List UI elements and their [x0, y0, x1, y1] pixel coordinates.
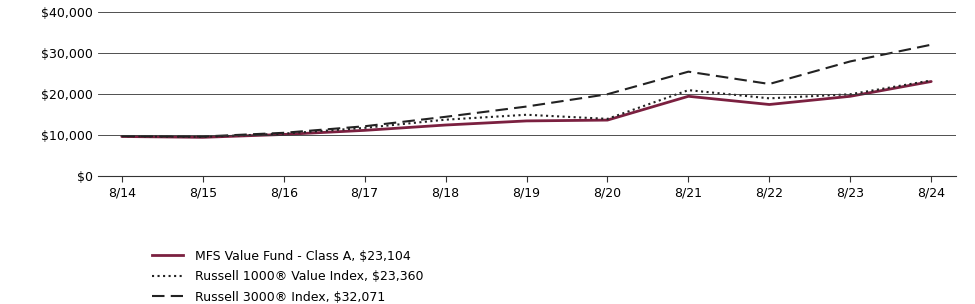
Legend: MFS Value Fund - Class A, $23,104, Russell 1000® Value Index, $23,360, Russell 3: MFS Value Fund - Class A, $23,104, Russe… — [146, 245, 429, 304]
